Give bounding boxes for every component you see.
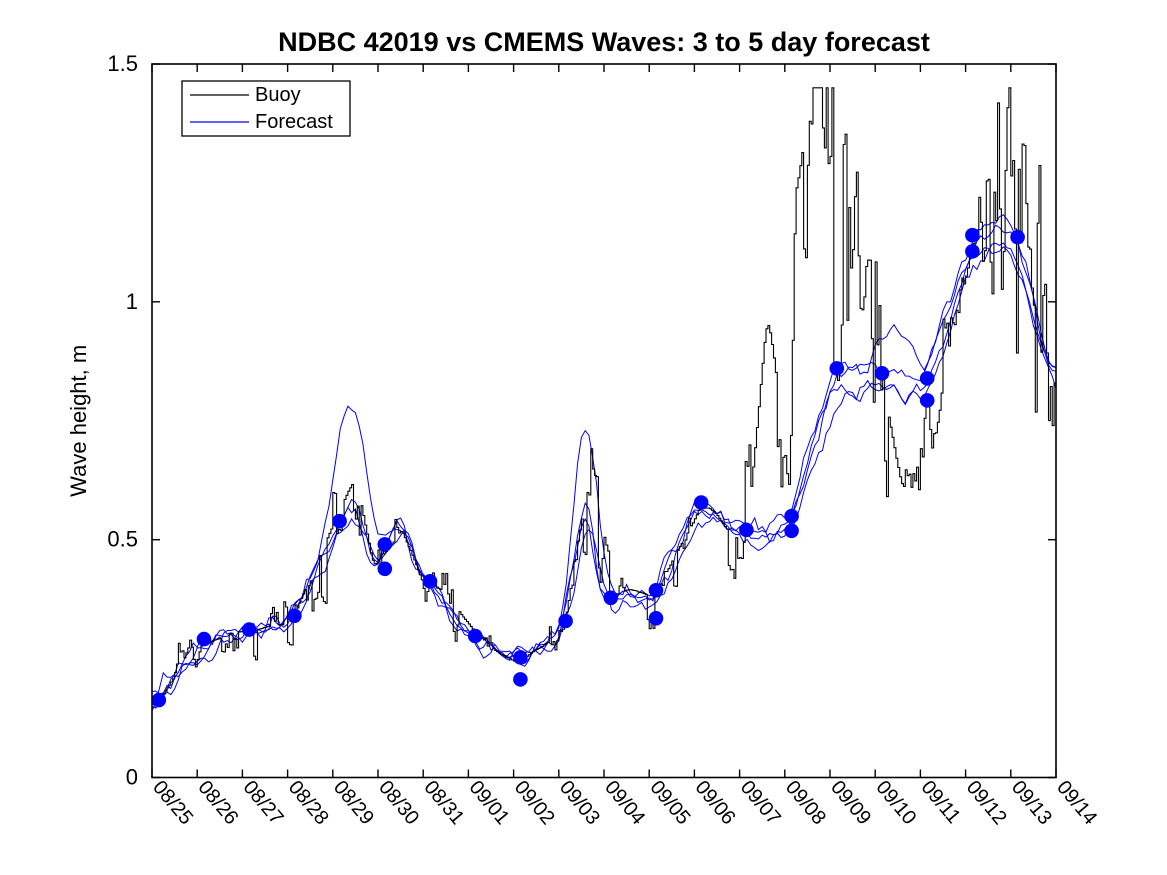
svg-text:NDBC 42019 vs CMEMS Waves: 3 t: NDBC 42019 vs CMEMS Waves: 3 to 5 day fo… bbox=[278, 27, 930, 57]
svg-text:Buoy: Buoy bbox=[255, 84, 301, 106]
svg-text:Wave height, m: Wave height, m bbox=[66, 345, 91, 497]
svg-text:0: 0 bbox=[126, 765, 138, 790]
svg-text:1: 1 bbox=[126, 289, 138, 314]
svg-text:0.5: 0.5 bbox=[107, 527, 138, 552]
svg-text:1.5: 1.5 bbox=[107, 51, 138, 76]
svg-text:Forecast: Forecast bbox=[255, 111, 333, 133]
